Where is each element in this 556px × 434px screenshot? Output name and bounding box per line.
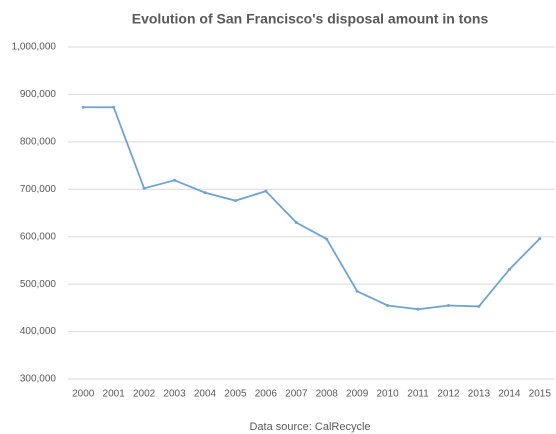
y-tick-label: 500,000	[20, 279, 57, 290]
data-point	[477, 304, 481, 308]
x-tick-label: 2007	[285, 389, 308, 400]
x-tick-label: 2015	[529, 389, 552, 400]
x-tick-label: 2010	[376, 389, 399, 400]
caption: Data source: CalRecycle	[249, 421, 370, 433]
data-line	[83, 106, 541, 311]
data-point	[294, 220, 298, 224]
data-point	[81, 105, 85, 109]
y-tick-label: 900,000	[20, 89, 57, 100]
x-tick-label: 2006	[255, 389, 278, 400]
x-tick-label: 2013	[468, 389, 491, 400]
data-point	[203, 191, 207, 195]
data-point	[173, 178, 177, 182]
x-tick-label: 2012	[437, 389, 460, 400]
y-tick-label: 800,000	[20, 136, 57, 147]
chart-title: Evolution of San Francisco's disposal am…	[132, 11, 489, 27]
data-point	[325, 237, 329, 241]
data-point	[355, 289, 359, 293]
data-point	[416, 307, 420, 311]
data-point	[142, 186, 146, 190]
x-tick-label: 2003	[163, 389, 186, 400]
data-point	[446, 303, 450, 307]
x-tick-label: 2014	[498, 389, 521, 400]
x-tick-label: 2001	[103, 389, 126, 400]
y-tick-label: 300,000	[20, 374, 57, 385]
x-tick-label: 2002	[133, 389, 156, 400]
data-point	[264, 189, 268, 193]
data-point	[233, 199, 237, 203]
data-point	[507, 267, 511, 271]
x-tick-label: 2011	[407, 389, 429, 400]
data-point	[538, 237, 542, 241]
data-point	[386, 303, 390, 307]
data-point	[112, 105, 116, 109]
y-tick-label: 1,000,000	[12, 42, 57, 53]
x-tick-label: 2005	[224, 389, 247, 400]
y-tick-label: 600,000	[20, 231, 57, 242]
y-tick-label: 700,000	[20, 184, 57, 195]
x-tick-label: 2004	[194, 389, 217, 400]
x-tick-label: 2008	[316, 389, 339, 400]
x-tick-label: 2000	[72, 389, 95, 400]
y-tick-label: 400,000	[20, 326, 57, 337]
x-tick-label: 2009	[346, 389, 369, 400]
